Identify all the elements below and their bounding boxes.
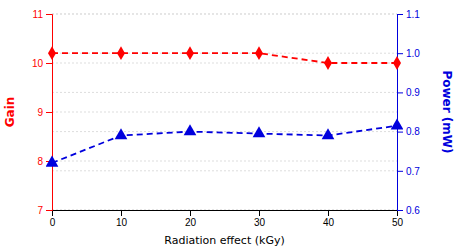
- tick-mark: [397, 92, 403, 93]
- marker: [391, 118, 403, 129]
- tick: 30: [254, 210, 266, 228]
- y2-axis-title: Power (mW): [440, 70, 454, 153]
- grid: [52, 14, 397, 210]
- tick-mark: [397, 210, 403, 211]
- marker: [186, 46, 194, 60]
- tick: 1.0: [397, 48, 420, 59]
- tick-mark: [46, 112, 52, 113]
- tick-mark: [397, 171, 403, 172]
- grid-line: [52, 14, 397, 15]
- marker: [48, 46, 56, 60]
- tick: 0: [50, 210, 56, 228]
- tick: 50: [392, 210, 404, 228]
- marker: [184, 124, 197, 135]
- tick: 9: [37, 107, 52, 118]
- grid-line: [52, 112, 397, 113]
- tick: 10: [32, 58, 52, 69]
- axis-line: [398, 15, 404, 211]
- tick-mark: [121, 210, 122, 216]
- tick-label: 10: [116, 217, 128, 228]
- tick-mark: [259, 210, 260, 216]
- tick-label: 0: [50, 217, 56, 228]
- tick-mark: [190, 210, 191, 216]
- tick: 1.1: [397, 9, 420, 20]
- x-axis-title: Radiation effect (kGy): [164, 234, 284, 247]
- tick-label: 0.6: [406, 205, 420, 216]
- tick: 0.9: [397, 87, 420, 98]
- tick-mark: [397, 132, 403, 133]
- axis-line: [46, 15, 53, 211]
- tick: 7: [37, 205, 52, 216]
- tick-mark: [46, 14, 52, 15]
- tick: 40: [323, 210, 335, 228]
- tick-label: 10: [32, 58, 44, 69]
- grid-line: [52, 170, 397, 171]
- series-line: [52, 126, 397, 163]
- tick-label: 9: [37, 107, 43, 118]
- tick-label: 40: [323, 217, 335, 228]
- marker: [255, 46, 263, 60]
- marks: [46, 46, 403, 166]
- marker: [117, 46, 125, 60]
- marker: [324, 56, 332, 70]
- tick: 0.7: [397, 166, 420, 177]
- plot: 0 10 20 30 40 50 7 8 9 10 11 0.6 0.7 0.8 0.9 1.0 1.1: [32, 9, 420, 228]
- tick-label: 30: [254, 217, 266, 228]
- grid-line: [52, 92, 397, 93]
- tick: 10: [116, 210, 128, 228]
- tick: 11: [33, 9, 52, 20]
- tick-label: 20: [185, 217, 197, 228]
- tick-mark: [397, 53, 403, 54]
- tick-label: 1.0: [406, 48, 420, 59]
- tick-mark: [46, 63, 52, 64]
- y-axis-title: Gain: [3, 97, 17, 128]
- grid-line: [52, 161, 397, 162]
- y2-axis: 0.6 0.7 0.8 0.9 1.0 1.1: [397, 9, 420, 216]
- axis-line: [53, 211, 398, 217]
- tick-mark: [328, 210, 329, 216]
- tick-label: 0.9: [406, 87, 420, 98]
- tick-label: 1.1: [406, 9, 420, 20]
- marker: [46, 156, 58, 167]
- grid-line: [52, 14, 397, 15]
- tick-label: 50: [392, 217, 404, 228]
- tick-label: 7: [37, 205, 43, 216]
- tick-mark: [397, 14, 403, 15]
- marker: [115, 128, 128, 139]
- tick-label: 8: [37, 156, 43, 167]
- y-axis: 7 8 9 10 11: [32, 9, 53, 216]
- x-axis: 0 10 20 30 40 50: [50, 210, 404, 228]
- tick-label: 0.7: [406, 166, 420, 177]
- tick-mark: [46, 210, 52, 211]
- tick: 0.6: [397, 205, 420, 216]
- tick-label: 11: [33, 9, 44, 20]
- tick-label: 0.8: [406, 126, 420, 137]
- tick: 20: [185, 210, 197, 228]
- series-line: [52, 53, 397, 63]
- grid-line: [52, 131, 397, 132]
- marker: [253, 126, 266, 137]
- marker: [322, 128, 335, 139]
- marker: [393, 56, 401, 70]
- chart: 0 10 20 30 40 50 7 8 9 10 11 0.6 0.7 0.8 0.9 1.0 1.1 Radi…: [0, 0, 455, 252]
